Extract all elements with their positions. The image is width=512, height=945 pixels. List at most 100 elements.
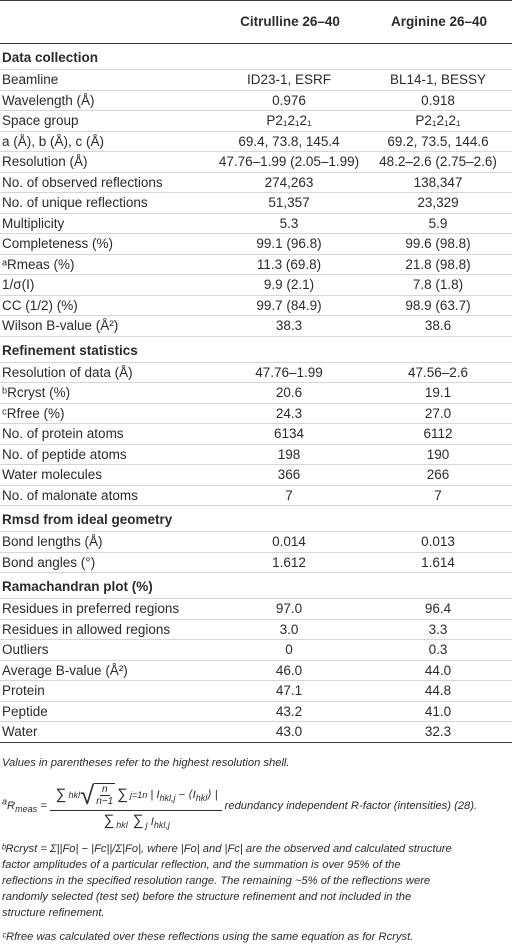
- row-label: Resolution of data (Å): [0, 362, 214, 383]
- row-label: Beamline: [0, 69, 214, 91]
- row-label: Completeness (%): [0, 233, 214, 255]
- row-label: Bond lengths (Å): [0, 531, 214, 553]
- section-header-row: Data collection: [0, 43, 512, 70]
- row-label: No. of protein atoms: [0, 423, 214, 445]
- table-row: ᶜRfree (%) 24.3 27.0: [0, 403, 512, 424]
- citrulline-value: 0.976: [214, 90, 364, 111]
- row-label: CC (1/2) (%): [0, 295, 214, 316]
- citrulline-value: 38.3: [214, 315, 364, 337]
- citrulline-value: 47.76–1.99: [214, 362, 364, 383]
- row-label: a (Å), b (Å), c (Å): [0, 131, 214, 152]
- table-row: Residues in preferred regions 97.0 96.4: [0, 598, 512, 620]
- citrulline-value: 3.0: [214, 619, 364, 640]
- arginine-value: 3.3: [364, 619, 512, 640]
- citrulline-value: 7: [214, 485, 364, 506]
- arginine-value: 21.8 (98.8): [364, 254, 512, 275]
- section-title: Ramachandran plot (%): [0, 572, 512, 599]
- table-row: Wavelength (Å) 0.976 0.918: [0, 90, 512, 111]
- arginine-value: 96.4: [364, 598, 512, 620]
- citrulline-value: 99.1 (96.8): [214, 233, 364, 255]
- citrulline-value: ID23-1, ESRF: [214, 69, 364, 91]
- row-label: ᵇRcryst (%): [0, 382, 214, 404]
- footnote-parentheses: Values in parentheses refer to the highe…: [2, 756, 290, 769]
- citrulline-value: 5.3: [214, 213, 364, 234]
- table-row: No. of peptide atoms 198 190: [0, 444, 512, 465]
- footnote-a-formula: aRmeas = ∑ hkl √ n n−1 ∑ j=1 n | Ihkl,j − ⟨Ih…: [2, 775, 508, 837]
- section-header-row: Refinement statistics: [0, 336, 512, 363]
- table-header-row: Citrulline 26–40 Arginine 26–40: [0, 0, 512, 44]
- header-arginine: Arginine 26–40: [390, 14, 488, 29]
- table-row: CC (1/2) (%) 99.7 (84.9) 98.9 (63.7): [0, 295, 512, 316]
- row-label: Protein: [0, 680, 214, 702]
- row-label: Peptide: [0, 701, 214, 722]
- arginine-value: 266: [364, 464, 512, 486]
- footnote-b-line: ᵇRcryst = Σ||Fo| − |Fc||/Σ|Fo|, where |F…: [2, 842, 452, 855]
- footnotes: Values in parentheses refer to the highe…: [0, 755, 512, 945]
- data-collection-refinement-table: Citrulline 26–40 Arginine 26–40 Data col…: [0, 0, 512, 743]
- footnote-b-line: factor amplitudes of a particular reflec…: [2, 858, 401, 871]
- arginine-value: 1.614: [364, 552, 512, 573]
- citrulline-value: 47.1: [214, 680, 364, 702]
- arginine-value: 38.6: [364, 315, 512, 337]
- section-title: Refinement statistics: [0, 336, 512, 363]
- table-row: No. of protein atoms 6134 6112: [0, 423, 512, 445]
- arginine-value: 7: [364, 485, 512, 506]
- row-label: Water: [0, 721, 214, 743]
- arginine-value: 23,329: [364, 192, 512, 214]
- citrulline-value: 0.014: [214, 531, 364, 553]
- citrulline-value: 198: [214, 444, 364, 465]
- citrulline-value: 47.76–1.99 (2.05–1.99): [214, 151, 364, 173]
- table-row: Peptide 43.2 41.0: [0, 701, 512, 722]
- citrulline-value: 20.6: [214, 382, 364, 404]
- table-row: Space group P2₁2₁2₁ P2₁2₁2₁: [0, 110, 512, 132]
- row-label: Bond angles (°): [0, 552, 214, 573]
- citrulline-value: 6134: [214, 423, 364, 445]
- arginine-value: 0.013: [364, 531, 512, 553]
- citrulline-value: 97.0: [214, 598, 364, 620]
- citrulline-value: 0: [214, 639, 364, 661]
- arginine-value: 138,347: [364, 172, 512, 193]
- table-row: No. of malonate atoms 7 7: [0, 485, 512, 506]
- arginine-value: 99.6 (98.8): [364, 233, 512, 255]
- table-row: Bond angles (°) 1.612 1.614: [0, 552, 512, 573]
- rmeas-fraction: ∑ hkl √ n n−1 ∑ j=1 n | Ihkl,j − ⟨Ihkl⟩ | ∑ hk…: [49, 782, 222, 830]
- citrulline-value: 99.7 (84.9): [214, 295, 364, 316]
- row-label: Residues in preferred regions: [0, 598, 214, 620]
- table-row: Multiplicity 5.3 5.9: [0, 213, 512, 234]
- arginine-value: 44.0: [364, 660, 512, 681]
- arginine-value: 32.3: [364, 721, 512, 743]
- citrulline-value: 51,357: [214, 192, 364, 214]
- table-row: Protein 47.1 44.8: [0, 680, 512, 702]
- footnote-b-line: reflections in the specified resolution …: [2, 874, 431, 887]
- row-label: No. of unique reflections: [0, 192, 214, 214]
- row-label: Resolution (Å): [0, 151, 214, 173]
- header-citrulline: Citrulline 26–40: [240, 14, 340, 29]
- table-row: Average B-value (Å²) 46.0 44.0: [0, 660, 512, 681]
- section-title: Rmsd from ideal geometry: [0, 505, 512, 532]
- arginine-value: 27.0: [364, 403, 512, 424]
- row-label: ᶜRfree (%): [0, 403, 214, 424]
- table-row: 1/σ(I) 9.9 (2.1) 7.8 (1.8): [0, 274, 512, 296]
- citrulline-value: 43.2: [214, 701, 364, 722]
- table-row: Resolution of data (Å) 47.76–1.99 47.56–2.…: [0, 362, 512, 383]
- table-row: a (Å), b (Å), c (Å) 69.4, 73.8, 145.4 69.2…: [0, 131, 512, 152]
- table-body: Data collection Beamline ID23-1, ESRF BL14-…: [0, 43, 512, 743]
- table-row: No. of unique reflections 51,357 23,329: [0, 192, 512, 214]
- table-row: Outliers 0 0.3: [0, 639, 512, 661]
- table-row: ᵃRmeas (%) 11.3 (69.8) 21.8 (98.8): [0, 254, 512, 275]
- table-row: Resolution (Å) 47.76–1.99 (2.05–1.99) 48.2…: [0, 151, 512, 173]
- table-row: No. of observed reflections 274,263 138,34…: [0, 172, 512, 193]
- row-label: Wilson B-value (Å²): [0, 315, 214, 337]
- row-label: 1/σ(I): [0, 274, 214, 296]
- footnote-c: ᶜRfree was calculated over these reflect…: [2, 930, 414, 943]
- row-label: Space group: [0, 110, 214, 132]
- row-label: No. of malonate atoms: [0, 485, 214, 506]
- citrulline-value: 9.9 (2.1): [214, 274, 364, 296]
- arginine-value: 190: [364, 444, 512, 465]
- row-label: ᵃRmeas (%): [0, 254, 214, 275]
- table-row: Bond lengths (Å) 0.014 0.013: [0, 531, 512, 553]
- arginine-value: 7.8 (1.8): [364, 274, 512, 296]
- row-label: No. of observed reflections: [0, 172, 214, 193]
- arginine-value: 44.8: [364, 680, 512, 702]
- row-label: Wavelength (Å): [0, 90, 214, 111]
